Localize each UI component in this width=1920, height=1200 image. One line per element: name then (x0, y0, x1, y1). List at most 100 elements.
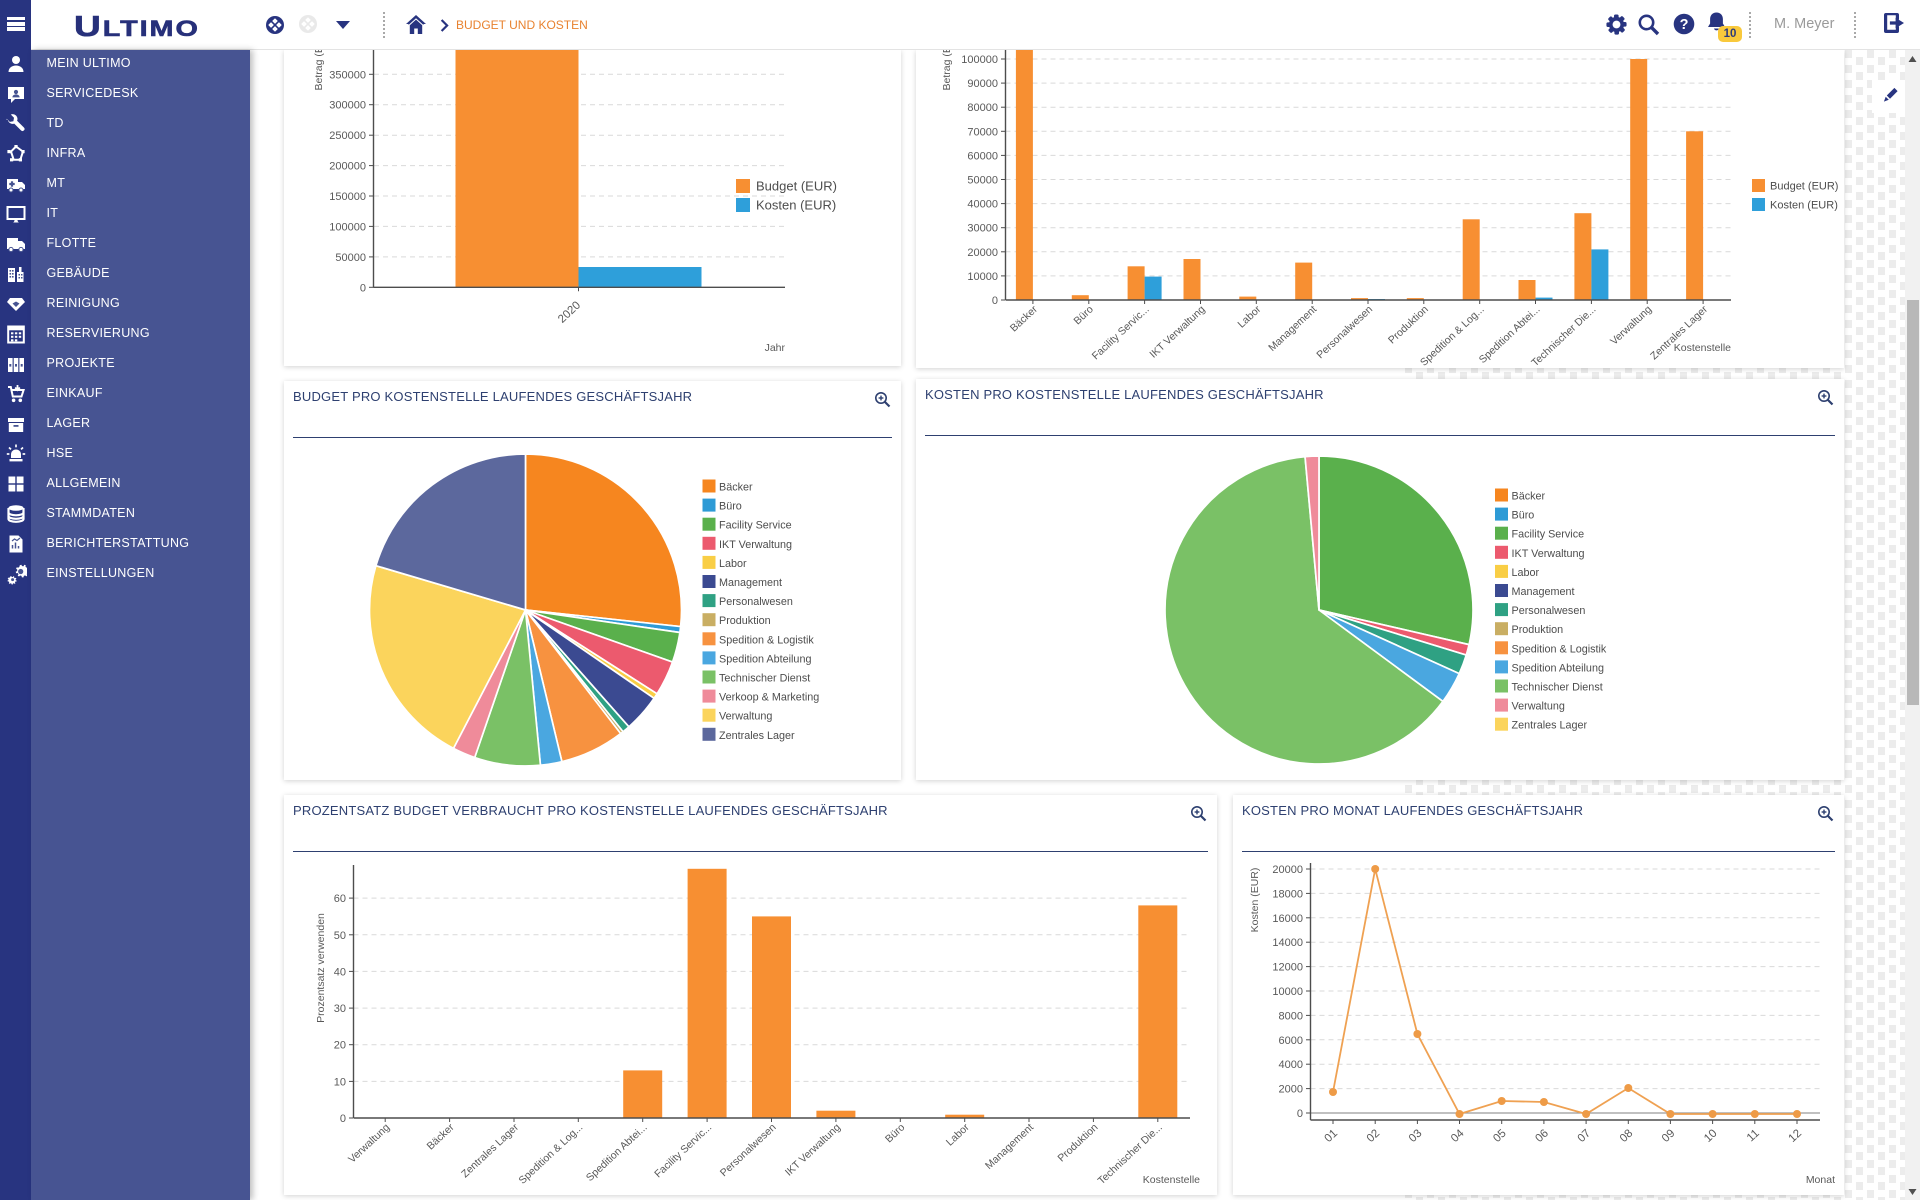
svg-text:Management: Management (1512, 586, 1575, 598)
svg-text:Labor: Labor (1236, 303, 1264, 330)
svg-text:0: 0 (992, 295, 998, 307)
svg-text:Produktion: Produktion (1056, 1121, 1101, 1164)
svg-text:50000: 50000 (967, 175, 998, 187)
svg-text:Kostenstelle: Kostenstelle (1143, 1174, 1200, 1186)
svg-text:Zentrales Lager: Zentrales Lager (1512, 720, 1588, 732)
svg-text:50: 50 (334, 930, 346, 942)
svg-text:Spedition Abteilung: Spedition Abteilung (719, 653, 811, 665)
svg-text:Produktion: Produktion (719, 615, 771, 627)
svg-text:50000: 50000 (335, 252, 366, 264)
svg-text:Bäcker: Bäcker (425, 1121, 457, 1152)
svg-text:Bäcker: Bäcker (719, 482, 753, 494)
svg-text:150000: 150000 (329, 191, 366, 203)
svg-text:Bäcker: Bäcker (1008, 303, 1040, 334)
svg-text:Produktion: Produktion (1512, 624, 1564, 636)
svg-text:6000: 6000 (1279, 1035, 1303, 1047)
svg-text:60: 60 (334, 893, 346, 905)
svg-text:Betrag (EUR): Betrag (EUR) (941, 50, 953, 91)
svg-text:Verkoop & Marketing: Verkoop & Marketing (719, 692, 819, 704)
svg-text:Verwaltung: Verwaltung (1512, 701, 1565, 713)
svg-text:0: 0 (340, 1113, 346, 1125)
svg-text:200000: 200000 (329, 161, 366, 173)
svg-text:Technischer Dienst: Technischer Dienst (1512, 682, 1603, 694)
svg-text:Kosten (EUR): Kosten (EUR) (1249, 868, 1261, 933)
svg-text:Spedition & Logistik: Spedition & Logistik (719, 634, 814, 646)
svg-text:Verwaltung: Verwaltung (1608, 303, 1654, 347)
svg-text:70000: 70000 (967, 126, 998, 138)
svg-text:IKT Verwaltung: IKT Verwaltung (719, 539, 792, 551)
svg-text:07: 07 (1576, 1127, 1594, 1145)
svg-text:?: ? (1680, 17, 1689, 33)
svg-text:IKT Verwaltung: IKT Verwaltung (783, 1121, 843, 1178)
svg-text:20000: 20000 (967, 247, 998, 259)
svg-text:Management: Management (1266, 303, 1319, 354)
svg-text:16000: 16000 (1272, 913, 1303, 925)
svg-text:Monat: Monat (1806, 1174, 1835, 1186)
svg-text:IKT Verwaltung: IKT Verwaltung (1512, 548, 1585, 560)
svg-text:40000: 40000 (967, 199, 998, 211)
svg-text:18000: 18000 (1272, 888, 1303, 900)
svg-text:Spedition & Log...: Spedition & Log... (517, 1121, 586, 1186)
svg-text:2000: 2000 (1279, 1084, 1303, 1096)
svg-text:01: 01 (1323, 1127, 1341, 1145)
svg-text:Büro: Büro (1071, 303, 1096, 327)
svg-text:Technischer Dienst: Technischer Dienst (719, 673, 810, 685)
svg-text:Facility Servic...: Facility Servic... (652, 1121, 714, 1180)
svg-text:30: 30 (334, 1003, 346, 1015)
svg-text:12: 12 (1787, 1127, 1805, 1145)
svg-text:Bäcker: Bäcker (1512, 491, 1546, 503)
svg-text:10000: 10000 (1272, 986, 1303, 998)
svg-text:10: 10 (1702, 1127, 1720, 1145)
svg-text:Verwaltung: Verwaltung (346, 1121, 392, 1165)
svg-text:Labor: Labor (944, 1121, 972, 1148)
svg-text:Personalwesen: Personalwesen (718, 1121, 779, 1179)
svg-text:0: 0 (1297, 1108, 1303, 1120)
svg-text:Facility Service: Facility Service (1512, 529, 1585, 541)
svg-text:2020: 2020 (556, 299, 583, 325)
svg-text:Budget (EUR): Budget (EUR) (1770, 181, 1838, 193)
svg-text:Labor: Labor (1512, 567, 1540, 579)
svg-text:Kosten (EUR): Kosten (EUR) (756, 198, 836, 213)
svg-text:10000: 10000 (967, 271, 998, 283)
svg-text:08: 08 (1618, 1127, 1636, 1145)
svg-text:0: 0 (360, 282, 366, 294)
svg-text:Zentrales Lager: Zentrales Lager (459, 1121, 521, 1180)
svg-text:12000: 12000 (1272, 962, 1303, 974)
svg-text:40: 40 (334, 966, 346, 978)
svg-text:Personalwesen: Personalwesen (719, 596, 793, 608)
svg-text:05: 05 (1491, 1127, 1509, 1145)
svg-text:Büro: Büro (1512, 510, 1535, 522)
svg-text:Produktion: Produktion (1386, 303, 1431, 346)
svg-text:Prozentsatz verwenden: Prozentsatz verwenden (315, 913, 327, 1023)
svg-text:Büro: Büro (719, 501, 742, 513)
svg-text:06: 06 (1533, 1127, 1551, 1145)
svg-text:Labor: Labor (719, 558, 747, 570)
svg-text:14000: 14000 (1272, 937, 1303, 949)
svg-text:Management: Management (719, 577, 782, 589)
svg-text:IKT Verwaltung: IKT Verwaltung (1147, 303, 1207, 360)
svg-text:10: 10 (334, 1076, 346, 1088)
svg-text:100000: 100000 (329, 221, 366, 233)
svg-text:Betrag (EUR): Betrag (EUR) (313, 50, 325, 91)
svg-text:100000: 100000 (961, 54, 998, 66)
svg-text:Spedition Abteilung: Spedition Abteilung (1512, 662, 1604, 674)
svg-text:Facility Service: Facility Service (719, 520, 792, 532)
svg-text:11: 11 (1745, 1127, 1762, 1144)
svg-text:Kosten (EUR): Kosten (EUR) (1770, 200, 1838, 212)
svg-text:02: 02 (1365, 1127, 1383, 1145)
svg-text:Büro: Büro (883, 1121, 908, 1145)
svg-text:Management: Management (983, 1121, 1036, 1172)
svg-text:80000: 80000 (967, 102, 998, 114)
svg-text:09: 09 (1660, 1127, 1678, 1145)
svg-text:20000: 20000 (1272, 864, 1303, 876)
svg-text:350000: 350000 (329, 69, 366, 81)
svg-text:Facility Servic...: Facility Servic... (1090, 303, 1152, 362)
svg-text:60000: 60000 (967, 150, 998, 162)
svg-text:03: 03 (1407, 1127, 1425, 1145)
svg-text:Zentrales Lager: Zentrales Lager (719, 730, 795, 742)
svg-text:Budget (EUR): Budget (EUR) (756, 179, 837, 194)
svg-text:90000: 90000 (967, 78, 998, 90)
svg-text:30000: 30000 (967, 223, 998, 235)
svg-text:Spedition & Logistik: Spedition & Logistik (1512, 643, 1607, 655)
svg-text:Personalwesen: Personalwesen (1512, 605, 1586, 617)
